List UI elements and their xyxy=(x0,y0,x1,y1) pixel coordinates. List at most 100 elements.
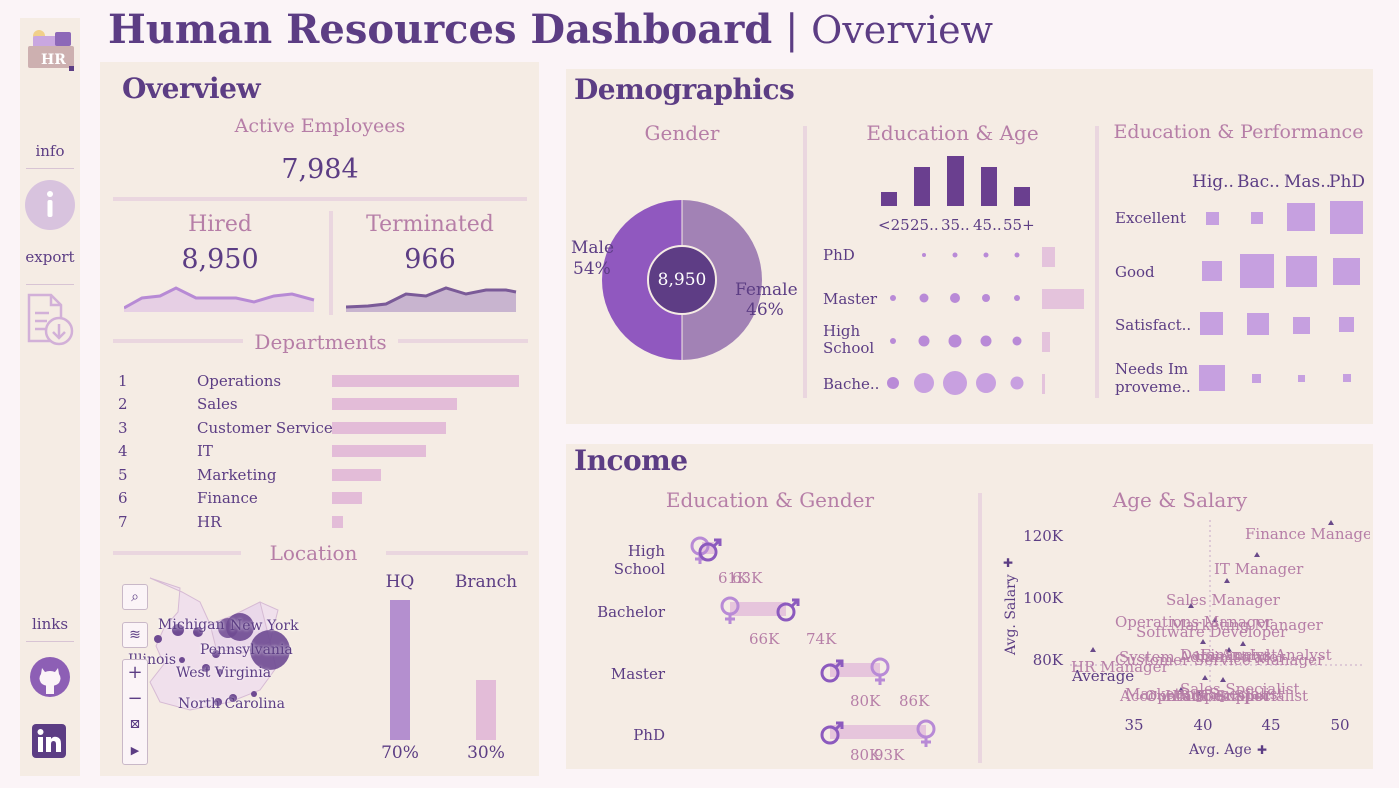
y-axis-label: Avg. Salary xyxy=(1003,574,1019,656)
job-label: Data Analyst xyxy=(1180,646,1277,664)
title-bold: Human Resources Dashboard xyxy=(108,6,773,53)
hq-bar xyxy=(390,600,410,740)
hq-branch-chart xyxy=(390,600,496,740)
export-label: export xyxy=(25,248,75,266)
divider xyxy=(329,211,333,315)
github-icon[interactable] xyxy=(29,656,71,698)
department-rank: 4 xyxy=(118,442,128,460)
terminated-label: Terminated xyxy=(366,212,494,237)
job-label: Sales Specialist xyxy=(1180,680,1300,698)
expand-arrow-icon[interactable]: ▶ xyxy=(130,744,140,757)
x-axis-label: Avg. Age xyxy=(1188,742,1252,758)
department-name: HR xyxy=(197,513,222,531)
state-label: North Carolina xyxy=(178,696,285,712)
pin-icon: ✚ xyxy=(1257,743,1267,757)
job-label: Marketing Specialist xyxy=(1125,685,1284,703)
age-salary-title: Age & Salary xyxy=(1112,488,1248,512)
hr-logo-text: HR xyxy=(41,52,66,68)
divider xyxy=(386,551,528,555)
links-label: links xyxy=(31,615,69,633)
education-performance-heatmap xyxy=(1199,201,1363,391)
income-value: 63K xyxy=(732,569,763,587)
branch-pct: 30% xyxy=(467,743,505,763)
department-bar xyxy=(332,398,457,410)
education-level-label: Bache.. xyxy=(823,375,880,393)
map-zoom-controls: + − ⊠ ▶ xyxy=(122,659,148,765)
zoom-in-button[interactable]: + xyxy=(127,662,143,683)
divider xyxy=(978,493,982,763)
gender-donut-chart xyxy=(602,200,762,360)
job-label: Operations Specialist xyxy=(1145,687,1308,705)
age-group-label: 35.. xyxy=(941,216,970,234)
department-bar xyxy=(332,375,519,387)
department-bar xyxy=(332,516,343,528)
performance-row-label: Good xyxy=(1115,263,1155,281)
map-search-button[interactable]: ⌕ xyxy=(122,584,148,610)
department-name: IT xyxy=(197,442,213,460)
department-name: Sales xyxy=(197,395,238,413)
department-rank: 7 xyxy=(118,513,128,531)
job-label: Finance Manager xyxy=(1245,525,1370,543)
education-level-label: Master xyxy=(823,290,878,308)
hired-sparkline xyxy=(124,286,315,312)
income-row-label: Bachelor xyxy=(597,603,665,621)
info-label: info xyxy=(35,142,65,160)
age-group-label: 55+ xyxy=(1003,216,1035,234)
age-group-label: <25 xyxy=(878,216,910,234)
state-label: Pennsylvania xyxy=(200,642,293,658)
department-rank: 1 xyxy=(118,372,128,390)
department-rank: 5 xyxy=(118,466,128,484)
reset-pin-icon[interactable]: ⊠ xyxy=(129,717,141,732)
map-layers-button[interactable]: ≋ xyxy=(122,622,148,648)
age-group-label: 45.. xyxy=(973,216,1002,234)
state-label: West Virginia xyxy=(176,665,272,681)
department-name: Finance xyxy=(197,489,258,507)
performance-row-label: Needs Im proveme.. xyxy=(1115,360,1191,396)
job-label: Sales Manager xyxy=(1166,591,1281,609)
average-label: Average xyxy=(1071,667,1134,685)
department-bar xyxy=(332,492,362,504)
age-group-label: 25.. xyxy=(910,216,939,234)
departments-label: Departments xyxy=(254,330,387,354)
linkedin-icon[interactable] xyxy=(32,724,66,758)
demographics-title: Demographics xyxy=(574,73,795,106)
terminated-sparkline xyxy=(346,286,517,312)
terminated-value: 966 xyxy=(404,244,456,275)
department-name: Marketing xyxy=(197,466,277,484)
edu-col-label: Mas.. xyxy=(1284,172,1332,192)
x-tick: 45 xyxy=(1261,716,1280,734)
zoom-out-button[interactable]: − xyxy=(127,688,143,709)
age-bar-chart xyxy=(881,156,1030,206)
department-rank: 3 xyxy=(118,419,128,437)
location-map xyxy=(149,577,290,711)
job-label: System Administrator xyxy=(1119,648,1286,666)
export-file-icon[interactable] xyxy=(25,293,75,347)
age-salary-scatter-chart: Avg. Salary ✚ Finance Manager IT Manager… xyxy=(1003,520,1370,758)
info-icon[interactable] xyxy=(24,179,76,231)
search-icon: ⌕ xyxy=(131,589,139,605)
male-pct: 54% xyxy=(573,259,611,279)
divider xyxy=(26,641,74,642)
department-bar xyxy=(332,445,426,457)
active-employees-value: 7,984 xyxy=(281,154,359,185)
branch-label: Branch xyxy=(454,572,518,592)
job-label: IT Support xyxy=(1195,687,1277,705)
job-label: IT Manager xyxy=(1214,560,1304,578)
education-level-label: High School xyxy=(823,322,875,357)
active-employees-label: Active Employees xyxy=(234,115,406,137)
job-label: Marketing Manager xyxy=(1170,616,1324,634)
divider xyxy=(113,551,241,555)
divider xyxy=(1095,126,1099,398)
male-label: Male xyxy=(571,238,615,258)
department-bar xyxy=(332,469,381,481)
divider xyxy=(26,168,74,169)
job-label: HR Specialist xyxy=(1165,687,1268,705)
sidebar: HR info export links xyxy=(20,18,80,776)
edu-col-label: Hig.. xyxy=(1192,172,1234,192)
education-gender-title: Education & Gender xyxy=(665,488,875,512)
gender-total: 8,950 xyxy=(657,270,707,290)
divider xyxy=(803,126,807,398)
department-rank: 6 xyxy=(118,489,128,507)
y-tick: 120K xyxy=(1023,527,1064,545)
education-performance-title: Education & Performance xyxy=(1113,121,1364,143)
